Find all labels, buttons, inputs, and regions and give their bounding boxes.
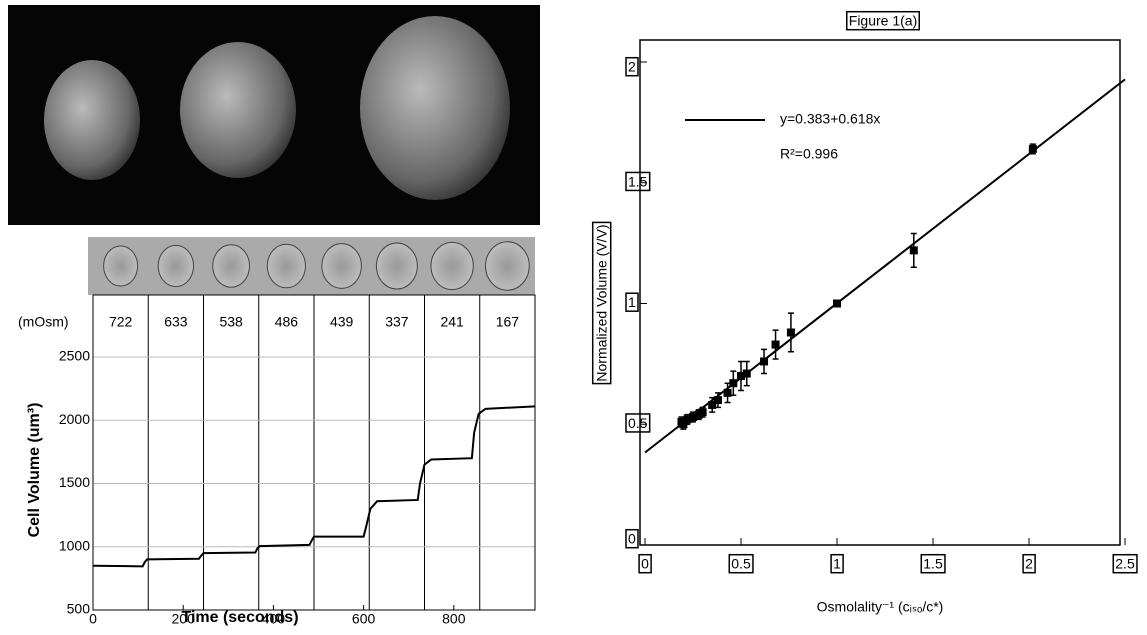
chart-title: Figure 1(a) [849, 13, 917, 29]
y-tick-label: 0.5 [628, 415, 648, 431]
sem-image [8, 5, 540, 225]
y-tick-label: 500 [67, 601, 91, 617]
x-tick-label: 1 [833, 556, 841, 572]
column-label: 439 [330, 314, 354, 330]
column-label: 337 [385, 314, 409, 330]
cell-image [213, 245, 250, 287]
column-label: 538 [219, 314, 243, 330]
cell-image [322, 244, 362, 289]
cell-image [376, 243, 417, 289]
cell-image [267, 244, 305, 288]
x-axis-label: Time (seconds) [181, 609, 298, 626]
y-axis-label: Cell Volume (um³) [26, 403, 43, 538]
y-tick-label: 2000 [59, 411, 90, 427]
cell-image [158, 245, 193, 286]
column-header: (mOsm) [18, 314, 69, 330]
cell-image [431, 242, 473, 289]
legend-label: y=0.383+0.618x [780, 111, 880, 127]
x-tick-label: 2 [1025, 556, 1033, 572]
annotation: R²=0.996 [780, 146, 838, 162]
x-tick-label: 0.5 [731, 556, 751, 572]
y-tick-label: 0 [628, 531, 636, 547]
column-label: 241 [440, 314, 464, 330]
column-label: 167 [496, 314, 520, 330]
y-tick-label: 1000 [59, 537, 90, 553]
y-tick-label: 1.5 [628, 173, 648, 189]
column-label: 633 [164, 314, 188, 330]
y-axis-label: Normalized Volume (V/V) [594, 224, 610, 381]
y-tick-label: 1 [628, 294, 636, 310]
x-tick-label: 2.5 [1115, 556, 1135, 572]
fit-line [645, 79, 1125, 452]
x-axis-label: Osmolality⁻¹ (cᵢₛₒ/c*) [817, 599, 944, 615]
y-tick-label: 1500 [59, 474, 90, 490]
cell-image [104, 246, 138, 286]
column-label: 722 [109, 314, 133, 330]
x-tick-label: 800 [442, 611, 466, 627]
figure: 722633538486439337241167(mOsm)5001000150… [0, 0, 1147, 630]
x-tick-label: 1.5 [923, 556, 943, 572]
column-label: 486 [275, 314, 299, 330]
data-point [772, 341, 780, 349]
cell-image [485, 242, 529, 290]
x-tick-label: 600 [352, 611, 376, 627]
cell-image-strip [88, 237, 535, 295]
y-tick-label: 2 [628, 59, 636, 75]
x-tick-label: 0 [641, 556, 649, 572]
y-tick-label: 2500 [59, 348, 90, 364]
data-point [910, 246, 918, 254]
data-point [787, 328, 795, 336]
x-tick-label: 0 [89, 611, 97, 627]
